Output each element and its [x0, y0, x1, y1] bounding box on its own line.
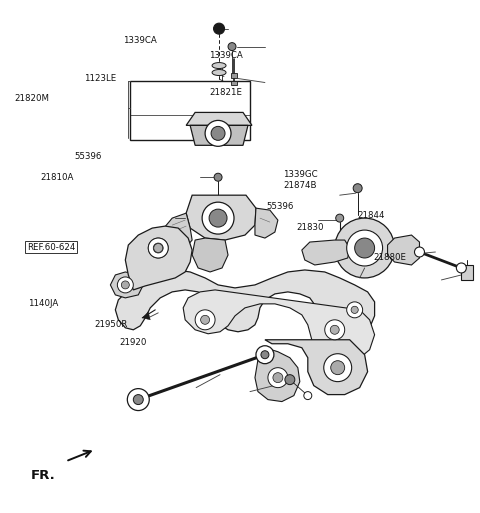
Circle shape: [256, 346, 274, 364]
Text: 1339CA: 1339CA: [209, 51, 243, 60]
Circle shape: [330, 325, 339, 334]
Circle shape: [195, 310, 215, 330]
Bar: [130, 81, 250, 141]
Circle shape: [355, 238, 374, 258]
Circle shape: [285, 374, 295, 385]
Polygon shape: [302, 240, 350, 265]
Circle shape: [148, 238, 168, 258]
Text: 1339CA: 1339CA: [123, 35, 156, 45]
Ellipse shape: [212, 63, 226, 69]
Text: 21874B: 21874B: [283, 182, 317, 190]
Text: 21810A: 21810A: [40, 173, 73, 182]
Circle shape: [228, 43, 236, 51]
Text: 21820M: 21820M: [14, 94, 49, 104]
Circle shape: [347, 230, 383, 266]
Text: 21830: 21830: [297, 223, 324, 232]
Circle shape: [117, 277, 133, 293]
Polygon shape: [183, 290, 374, 365]
Circle shape: [154, 244, 163, 252]
Bar: [231, 72, 237, 77]
Polygon shape: [192, 238, 228, 272]
Circle shape: [261, 351, 269, 359]
Text: 21920: 21920: [120, 338, 147, 347]
Circle shape: [127, 389, 149, 410]
Circle shape: [331, 361, 345, 374]
Circle shape: [325, 320, 345, 340]
Text: 1123LE: 1123LE: [84, 74, 117, 83]
Polygon shape: [142, 312, 150, 320]
Text: FR.: FR.: [30, 469, 55, 482]
Bar: [231, 81, 237, 86]
Circle shape: [336, 214, 344, 222]
Text: 55396: 55396: [266, 202, 294, 211]
Circle shape: [153, 243, 163, 253]
Circle shape: [148, 238, 168, 258]
Polygon shape: [255, 208, 278, 238]
Circle shape: [304, 391, 312, 400]
Polygon shape: [186, 112, 252, 125]
Circle shape: [415, 247, 424, 257]
Polygon shape: [115, 270, 374, 340]
Polygon shape: [255, 348, 300, 402]
Text: 1339GC: 1339GC: [283, 170, 318, 179]
Polygon shape: [186, 195, 256, 240]
Text: 21880E: 21880E: [373, 253, 406, 262]
Circle shape: [121, 281, 129, 289]
Text: 21950R: 21950R: [94, 320, 127, 328]
Circle shape: [214, 23, 225, 34]
Circle shape: [201, 315, 210, 324]
Polygon shape: [110, 272, 144, 298]
Text: 55396: 55396: [75, 152, 102, 161]
Polygon shape: [265, 340, 368, 394]
Circle shape: [347, 302, 363, 318]
Circle shape: [268, 368, 288, 388]
Circle shape: [209, 209, 227, 227]
Text: 21821E: 21821E: [209, 88, 242, 97]
Circle shape: [273, 372, 283, 383]
Polygon shape: [461, 265, 473, 280]
Ellipse shape: [212, 70, 226, 75]
Text: 1140JA: 1140JA: [28, 299, 59, 308]
Circle shape: [351, 306, 358, 313]
Polygon shape: [387, 235, 420, 265]
Text: 21844: 21844: [357, 211, 385, 220]
Circle shape: [133, 394, 144, 405]
Circle shape: [211, 126, 225, 141]
Circle shape: [324, 354, 352, 382]
Circle shape: [214, 173, 222, 181]
Polygon shape: [125, 226, 192, 290]
Polygon shape: [190, 125, 248, 145]
Circle shape: [205, 121, 231, 146]
Polygon shape: [162, 213, 192, 248]
Circle shape: [456, 263, 467, 273]
Circle shape: [202, 202, 234, 234]
Circle shape: [335, 218, 395, 278]
Circle shape: [353, 184, 362, 193]
Text: REF.60-624: REF.60-624: [27, 243, 75, 252]
